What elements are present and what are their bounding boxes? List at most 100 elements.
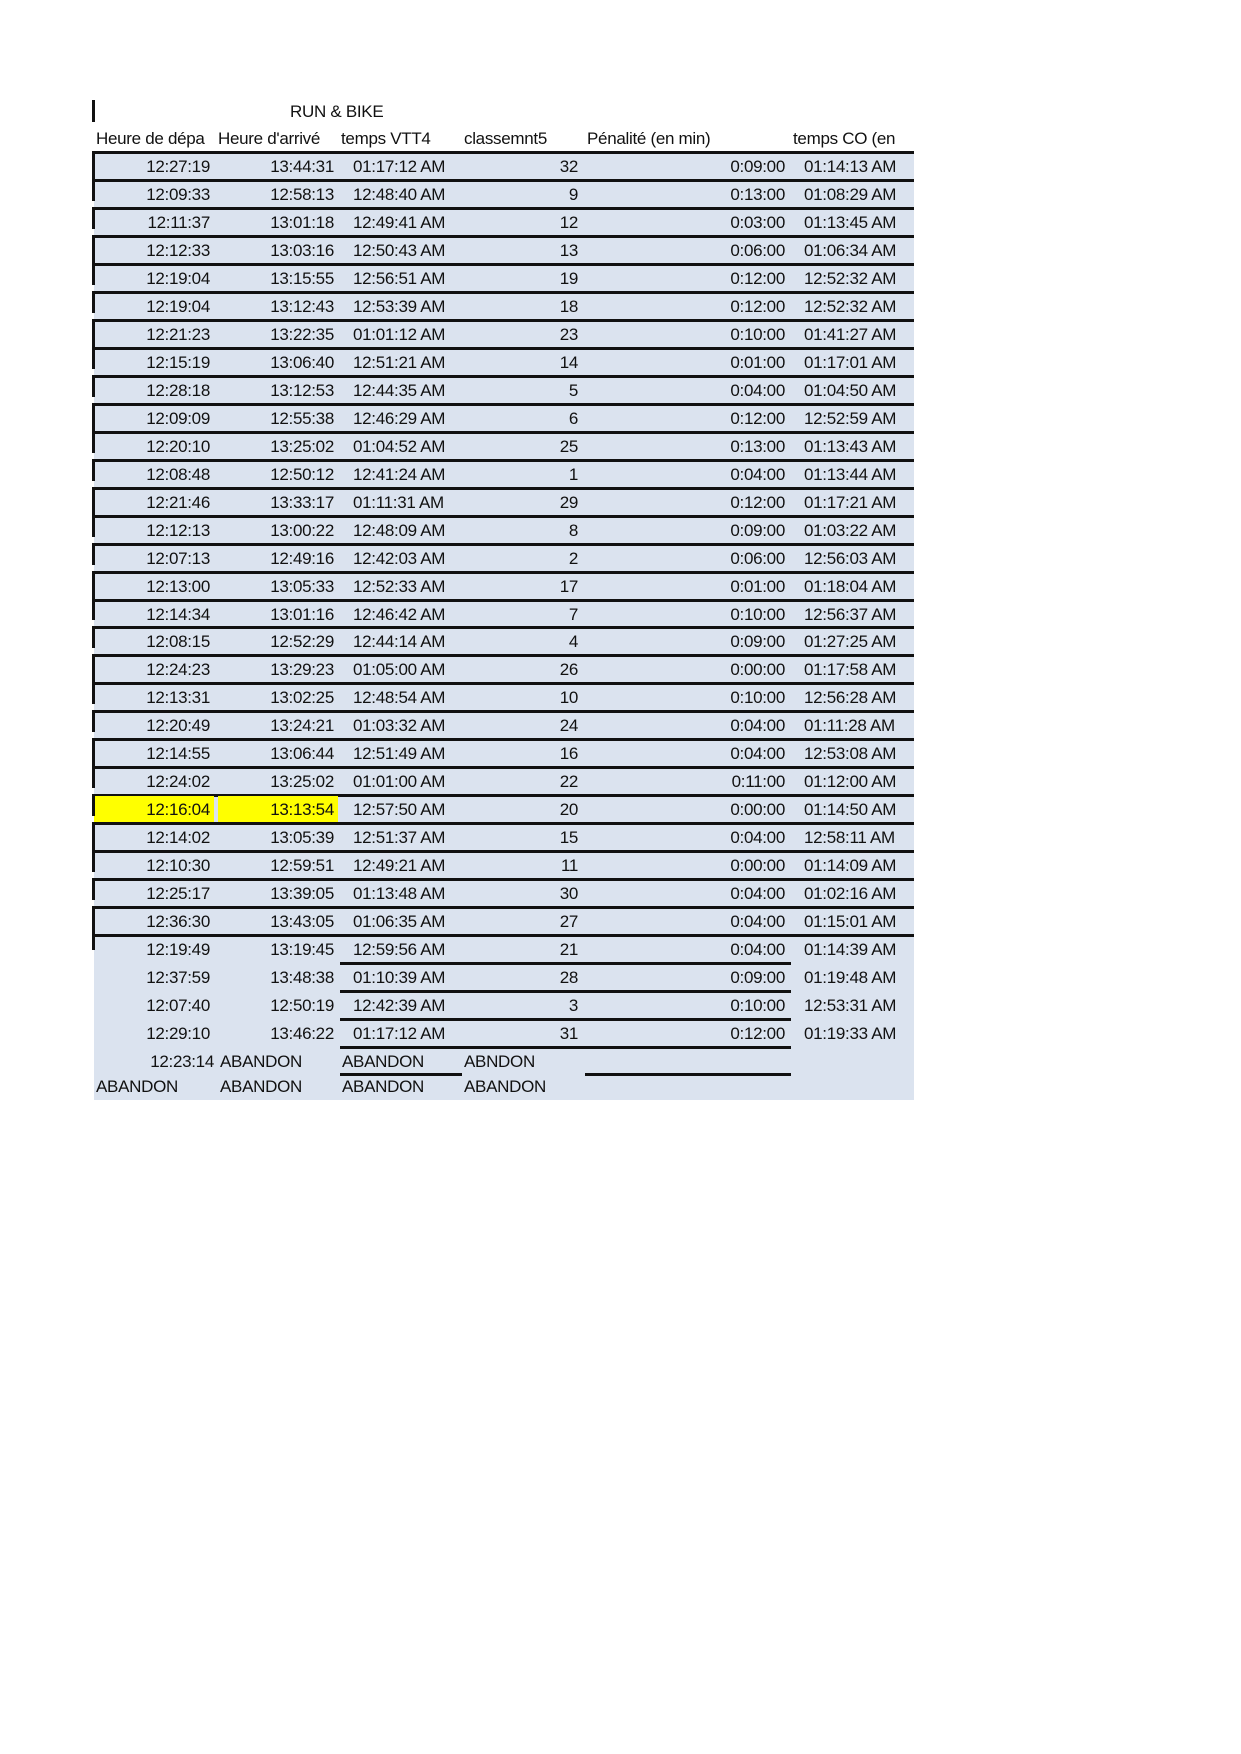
cell-classement: 6: [568, 408, 578, 428]
row-border: [92, 598, 914, 602]
cell-temps-co: 01:14:09 AM: [804, 856, 897, 876]
cell-classement: 28: [559, 968, 579, 988]
row-border: [92, 290, 914, 294]
cell-temps-vtt: 12:49:41 AM: [353, 212, 446, 232]
cell-temps-co: 12:58:11 AM: [804, 828, 895, 848]
cell-classement: 1: [568, 464, 578, 484]
cell-depart: 12:19:49: [146, 940, 210, 960]
row-border: [92, 654, 914, 658]
cell-arrivee: 13:12:53: [270, 380, 334, 400]
cell-depart: 12:11:37: [147, 212, 210, 232]
left-border: [92, 600, 95, 621]
sheet-title: RUN & BIKE: [290, 102, 384, 121]
cell-penalite: 0:04:00: [730, 884, 785, 904]
row-border: [92, 374, 914, 378]
row-border: [92, 906, 914, 910]
row-border: [92, 542, 914, 546]
cell-classement: 7: [568, 604, 578, 624]
cell-temps-co: 12:53:31 AM: [804, 996, 897, 1016]
left-border: [92, 376, 95, 397]
cell-arrivee: 12:52:29: [270, 632, 334, 652]
cell-abandon: 12:23:14: [150, 1052, 214, 1072]
cell-penalite: 0:06:00: [730, 548, 785, 568]
cell-classement: 22: [559, 772, 579, 792]
left-border: [92, 292, 95, 313]
row-border: [92, 934, 914, 938]
left-border: [92, 908, 95, 937]
left-border: [92, 740, 95, 769]
row-border: [92, 822, 914, 826]
left-border: [92, 880, 95, 901]
cell-temps-vtt: 12:57:50 AM: [353, 800, 446, 820]
cell-depart: 12:29:10: [146, 1024, 210, 1044]
cell-temps-co: 12:52:32 AM: [804, 296, 897, 316]
cell-depart: 12:25:17: [146, 884, 210, 904]
cell-temps-vtt: 01:10:39 AM: [353, 968, 446, 988]
cell-depart: 12:08:48: [146, 464, 210, 484]
cell-arrivee: 12:49:16: [270, 548, 334, 568]
cell-depart: 12:07:13: [146, 548, 210, 568]
row-border: [92, 570, 914, 574]
cell-depart: 12:16:04: [94, 796, 214, 825]
cell-temps-co: 01:13:45 AM: [804, 212, 897, 232]
left-border: [92, 264, 95, 285]
cell-temps-co: 01:02:16 AM: [804, 884, 897, 904]
cell-abandon: ABANDON: [96, 1077, 178, 1097]
cell-penalite: 0:03:00: [730, 212, 785, 232]
cell-penalite: 0:12:00: [730, 492, 785, 512]
cell-temps-co: 01:06:34 AM: [804, 240, 897, 260]
row-border: [585, 1073, 791, 1076]
cell-temps-vtt: 12:44:14 AM: [353, 632, 446, 652]
cell-temps-co: 01:14:50 AM: [804, 800, 897, 820]
cell-depart: 12:09:33: [146, 184, 210, 204]
cell-temps-vtt: 12:46:29 AM: [353, 408, 446, 428]
cell-temps-vtt: 01:17:12 AM: [353, 157, 446, 176]
cell-classement: 25: [559, 436, 579, 456]
cell-penalite: 0:09:00: [730, 520, 785, 540]
cell-classement: 18: [559, 296, 579, 316]
cell-depart: 12:14:34: [146, 604, 210, 624]
cell-temps-co: 01:03:22 AM: [804, 520, 897, 540]
left-border: [92, 153, 95, 181]
cell-classement: 31: [559, 1024, 579, 1044]
row-border: [92, 878, 914, 882]
row-border: [340, 990, 791, 994]
cell-classement: 30: [559, 884, 579, 904]
cell-temps-co: 01:17:01 AM: [804, 352, 897, 372]
left-border: [92, 432, 95, 453]
cell-temps-co: 01:11:28 AM: [804, 716, 895, 736]
row-border: [92, 178, 914, 182]
cell-temps-vtt: 12:44:35 AM: [353, 380, 446, 400]
cell-temps-vtt: 01:04:52 AM: [353, 436, 446, 456]
cell-temps-co: 01:41:27 AM: [804, 324, 897, 344]
cell-depart: 12:15:19: [146, 352, 210, 372]
cell-classement: 16: [559, 744, 579, 764]
cell-depart: 12:13:31: [146, 688, 210, 708]
header-arrivee: Heure d'arrivé: [218, 129, 321, 148]
cell-classement: 20: [559, 800, 579, 820]
cell-arrivee: 13:25:02: [270, 772, 334, 792]
cell-temps-vtt: 12:51:21 AM: [353, 352, 446, 372]
row-border: [92, 206, 914, 210]
cell-temps-vtt: 01:01:12 AM: [353, 324, 446, 344]
cell-penalite: 0:12:00: [730, 1024, 785, 1044]
cell-classement: 13: [559, 240, 579, 260]
cell-temps-vtt: 12:56:51 AM: [353, 268, 446, 288]
cell-temps-co: 01:17:21 AM: [804, 492, 897, 512]
cell-depart: 12:14:02: [146, 828, 210, 848]
cell-depart: 12:14:55: [146, 744, 210, 764]
row-border: [340, 962, 791, 966]
cell-depart: 12:12:33: [146, 240, 210, 260]
cell-temps-vtt: 12:59:56 AM: [353, 940, 446, 960]
cell-penalite: 0:00:00: [730, 856, 785, 876]
cell-arrivee: 13:01:16: [270, 604, 334, 624]
cell-depart: 12:09:09: [146, 408, 210, 428]
row-border: [92, 402, 914, 406]
cell-temps-vtt: 01:05:00 AM: [353, 660, 446, 680]
cell-depart: 12:21:46: [146, 492, 210, 512]
cell-abandon: ABANDON: [342, 1052, 424, 1072]
row-border: [92, 626, 914, 630]
row-border: [92, 151, 914, 154]
cell-temps-co: 01:19:33 AM: [804, 1024, 897, 1044]
cell-arrivee: 13:22:35: [270, 324, 334, 344]
